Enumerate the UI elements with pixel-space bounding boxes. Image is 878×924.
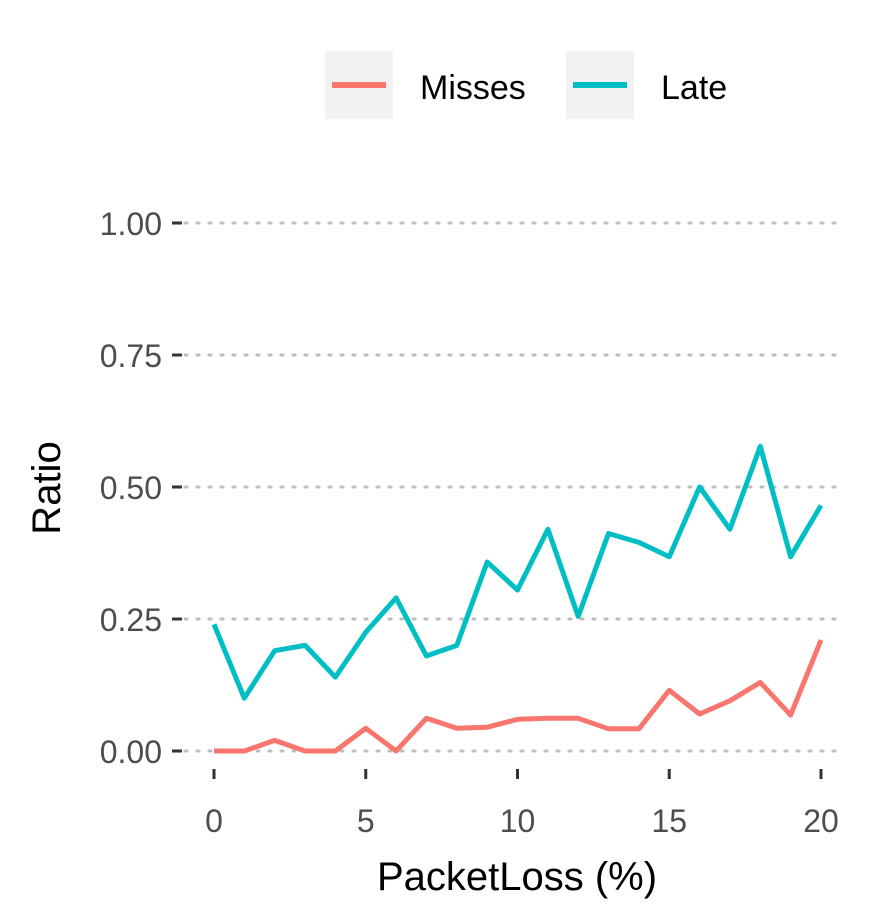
legend-item-misses: Misses [325, 51, 526, 119]
x-tick-label: 15 [651, 803, 687, 839]
y-tick-label: 1.00 [100, 206, 162, 242]
legend: Misses Late [325, 51, 727, 119]
x-tick-label: 10 [500, 803, 536, 839]
y-tick-label: 0.00 [100, 734, 162, 770]
x-tick-label: 20 [803, 803, 839, 839]
x-tick-label: 0 [205, 803, 223, 839]
y-tick-label: 0.50 [100, 470, 162, 506]
y-tick-label: 0.75 [100, 338, 162, 374]
legend-label: Misses [420, 69, 526, 107]
y-axis-title: Ratio [25, 441, 69, 534]
x-axis: 0 5 10 15 20 [205, 769, 839, 839]
legend-item-late: Late [566, 51, 727, 119]
gridlines [183, 221, 847, 753]
x-tick-label: 5 [357, 803, 375, 839]
x-axis-title: PacketLoss (%) [377, 855, 657, 899]
y-axis: 0.00 0.25 0.50 0.75 1.00 [100, 206, 182, 770]
y-tick-label: 0.25 [100, 602, 162, 638]
series-line-misses [214, 639, 824, 754]
legend-label: Late [661, 69, 727, 107]
series-line-late [211, 443, 824, 701]
series-lines [211, 443, 824, 754]
